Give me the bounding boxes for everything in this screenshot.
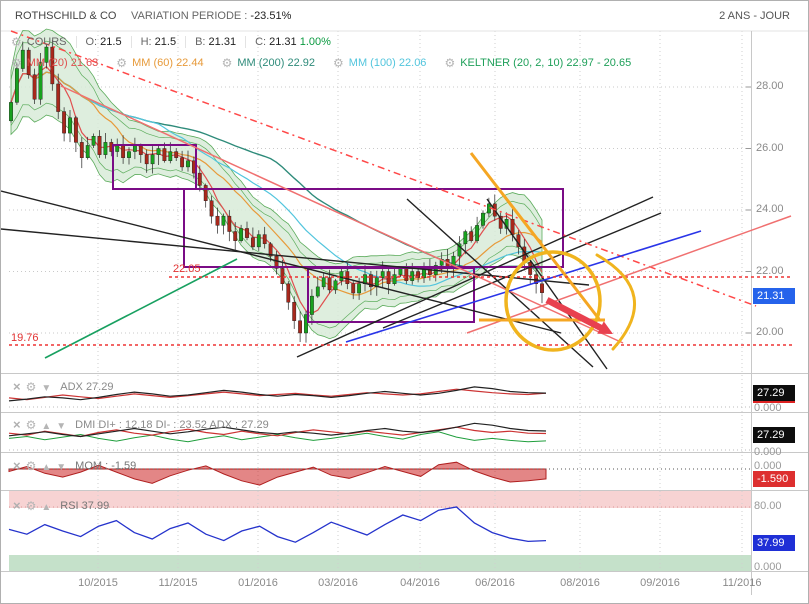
dmi-panel-icons: × ⚙ ▲ ▼ xyxy=(13,415,71,432)
adx-panel-header: × ⚙ ▼ ADX 27.29 xyxy=(13,377,113,395)
rsi-panel-title: RSI 37.99 xyxy=(60,500,110,512)
cours-label: COURS xyxy=(27,36,77,48)
cours-field-key: H: xyxy=(140,36,155,48)
gear-icon[interactable]: ⚙ xyxy=(444,56,456,70)
gear-icon[interactable]: ⚙ xyxy=(25,459,37,473)
adx-panel-title: ADX 27.29 xyxy=(60,381,114,393)
up-icon[interactable]: ▲ xyxy=(41,421,52,432)
variation-period: VARIATION PERIODE : -23.51% xyxy=(131,10,291,22)
gear-icon[interactable]: ⚙ xyxy=(333,56,344,70)
price-axis-label: 24.00 xyxy=(756,203,784,215)
adx-value-badge: 27.29 xyxy=(753,385,795,401)
time-axis-label: 08/2016 xyxy=(560,577,600,589)
rsi-zero-label: 0.000 xyxy=(754,561,782,573)
cours-field: H: 21.5 xyxy=(140,36,187,48)
last-price-badge: 21.31 xyxy=(753,288,795,304)
up-icon[interactable]: ▲ xyxy=(41,502,52,513)
up-icon[interactable]: ▲ xyxy=(41,462,52,473)
price-axis-label: 22.00 xyxy=(756,264,784,277)
gear-icon[interactable]: ⚙ xyxy=(116,56,128,70)
rsi-panel-header: × ⚙ ▲ RSI 37.99 xyxy=(13,496,109,514)
cours-field-value: 21.31 xyxy=(269,36,297,48)
cours-field-value: 21.5 xyxy=(100,36,122,48)
down-icon[interactable]: ▼ xyxy=(56,421,67,432)
price-axis-label: 28.00 xyxy=(756,80,784,92)
dmi-panel-header: × ⚙ ▲ ▼ DMI DI+ : 12.18 DI- : 23.52 ADX : 27… xyxy=(13,415,269,433)
dmi-zero-label: 0.000 xyxy=(754,446,782,458)
overlay-legend-item: MM (100) 22.06 xyxy=(348,57,427,69)
mom-panel-icons: × ⚙ ▲ ▼ xyxy=(13,456,71,473)
cours-field: B: 21.31 xyxy=(195,36,247,48)
dmi-panel-title: DMI DI+ : 12.18 DI- : 23.52 ADX : 27.29 xyxy=(75,419,269,431)
adx-panel-icons: × ⚙ ▼ xyxy=(13,377,56,394)
time-axis-label: 11/2016 xyxy=(722,577,762,589)
dmi-value-badge: 27.29 xyxy=(753,427,795,443)
rsi-value-badge: 37.99 xyxy=(753,535,795,551)
gear-icon[interactable]: ⚙ xyxy=(221,56,233,70)
cours-field: O: 21.5 xyxy=(86,36,132,48)
cours-field: C: 21.31 1.00% xyxy=(255,36,340,48)
down-icon[interactable]: ▼ xyxy=(41,383,52,394)
time-axis-label: 06/2016 xyxy=(475,577,515,589)
close-icon[interactable]: × xyxy=(13,417,21,432)
overlay-legend-item: MM (60) 22.44 xyxy=(132,57,204,69)
period-selector[interactable]: 2 ANS - JOUR xyxy=(719,10,790,22)
mom-panel-title: MOM : -1.59 xyxy=(75,460,137,472)
variation-value: -23.51% xyxy=(250,10,292,22)
support-label: 19.76 xyxy=(11,332,39,344)
mom-value-badge: -1.590 xyxy=(753,471,795,487)
close-icon[interactable]: × xyxy=(13,458,21,473)
adx-badge-underline xyxy=(753,401,795,403)
resistance-label: 22.05 xyxy=(173,263,201,275)
cours-legend: ⚙ COURS O: 21.5 H: 21.5 B: 21.31 C: 21.31 1.0… xyxy=(11,35,349,49)
rsi-panel-icons: × ⚙ ▲ xyxy=(13,496,56,513)
gear-icon[interactable]: ⚙ xyxy=(25,418,37,432)
gear-icon[interactable]: ⚙ xyxy=(25,380,37,394)
symbol-name: ROTHSCHILD & CO xyxy=(15,10,117,22)
gear-icon[interactable]: ⚙ xyxy=(11,35,22,49)
overlay-legend-item: KELTNER (20, 2, 10) 22.97 - 20.65 xyxy=(460,57,632,69)
time-axis-label: 01/2016 xyxy=(238,577,278,589)
gear-icon[interactable]: ⚙ xyxy=(11,56,22,70)
cours-field-value: 21.31 xyxy=(208,36,237,48)
close-icon[interactable]: × xyxy=(13,498,21,513)
time-axis-label: 10/2015 xyxy=(78,577,118,589)
mom-panel-header: × ⚙ ▲ ▼ MOM : -1.59 xyxy=(13,456,136,474)
down-icon[interactable]: ▼ xyxy=(56,462,67,473)
time-axis-label: 03/2016 xyxy=(318,577,358,589)
close-icon[interactable]: × xyxy=(13,379,21,394)
price-axis-label: 26.00 xyxy=(756,141,784,154)
mom-zero-label: 0.000 xyxy=(754,460,782,472)
cours-field-value: 21.5 xyxy=(154,36,177,48)
overlay-legend-item: MM (200) 22.92 xyxy=(237,57,316,69)
rsi-overbought-label: 80.00 xyxy=(754,500,782,512)
adx-zero-label: 0.000 xyxy=(754,402,782,414)
overlay-legend-item: MM (20) 21.63 xyxy=(26,57,99,69)
time-axis-label: 11/2015 xyxy=(158,577,198,589)
cours-change-pct: 1.00% xyxy=(296,36,331,48)
cours-field-key: O: xyxy=(85,36,101,48)
cours-field-key: C: xyxy=(255,36,270,48)
variation-label: VARIATION PERIODE : xyxy=(131,10,248,22)
time-axis-label: 09/2016 xyxy=(640,577,680,589)
time-axis-label: 04/2016 xyxy=(400,577,440,589)
price-axis-label: 20.00 xyxy=(756,326,784,338)
gear-icon[interactable]: ⚙ xyxy=(25,499,37,513)
overlays-legend: ⚙ MM (20) 21.63 ⚙ MM (60) 22.44 ⚙ MM (200) 22… xyxy=(11,56,649,70)
cours-field-key: B: xyxy=(195,36,209,48)
